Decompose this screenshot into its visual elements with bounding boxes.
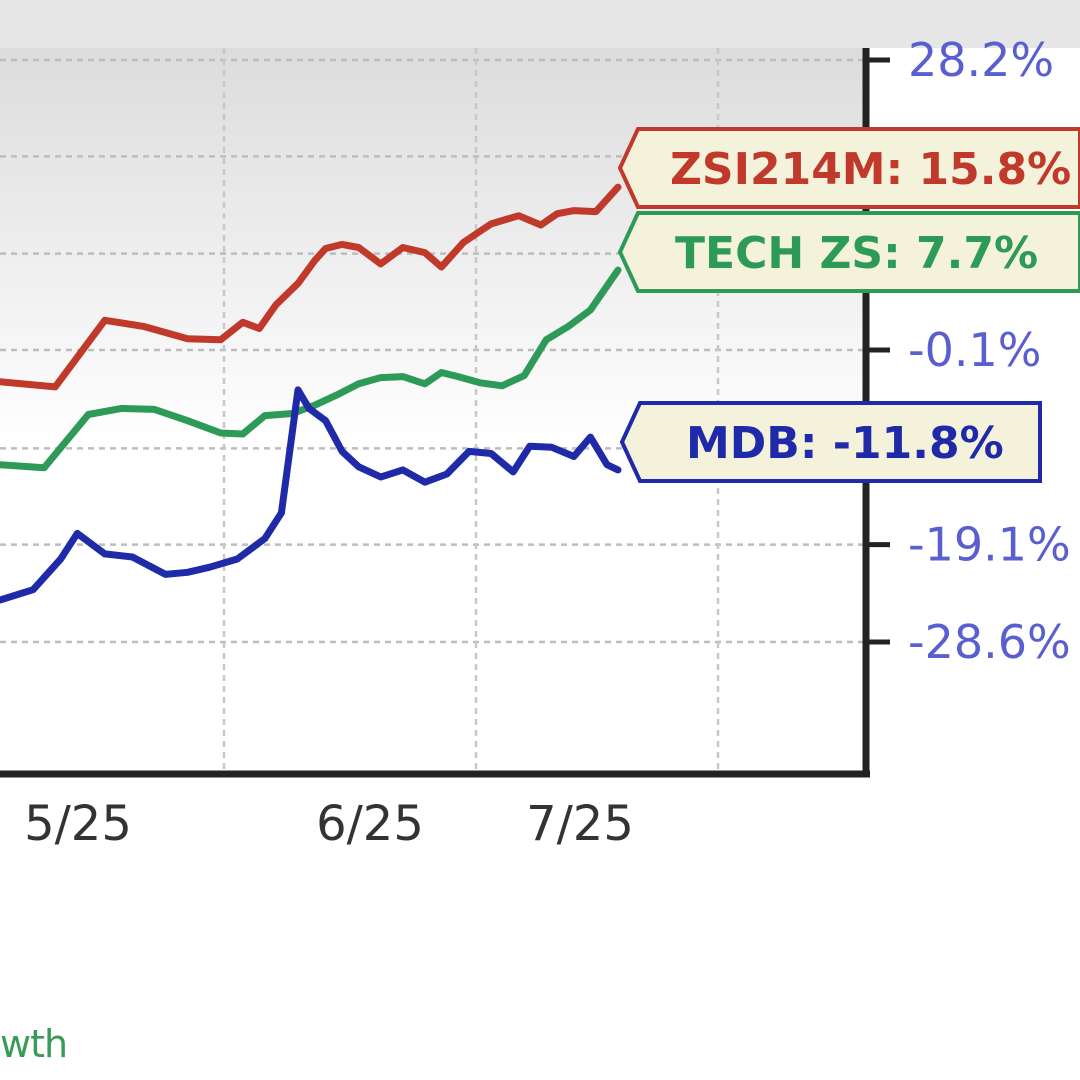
series-line xyxy=(0,386,622,604)
end-value-labels: ZSI214M: 15.8% TECH ZS: 7.7% MDB: -11.8% xyxy=(617,127,1080,483)
footer-text-fragment: wth xyxy=(0,1022,68,1066)
series-line xyxy=(0,183,622,391)
top-strip xyxy=(0,0,1080,48)
y-tick-label: 28.2% xyxy=(908,33,1054,87)
y-tick-label: -0.1% xyxy=(908,323,1041,377)
x-tick-label: 6/25 xyxy=(316,796,424,852)
value-callout-label: TECH ZS: 7.7% xyxy=(675,228,1038,279)
value-callout xyxy=(617,211,1080,293)
y-tick-label: -19.1% xyxy=(908,518,1071,572)
value-callout-label: ZSI214M: 15.8% xyxy=(670,144,1071,195)
x-tick-labels: 5/25 6/25 7/25 xyxy=(24,796,634,852)
x-tick-label: 7/25 xyxy=(526,796,634,852)
value-callout-label: MDB: -11.8% xyxy=(686,418,1004,469)
value-callout xyxy=(619,401,1042,483)
y-tick-label: -28.6% xyxy=(908,615,1071,669)
series-line xyxy=(0,266,622,472)
series-lines xyxy=(0,183,622,604)
value-callout xyxy=(617,127,1080,209)
x-tick-label: 5/25 xyxy=(24,796,132,852)
